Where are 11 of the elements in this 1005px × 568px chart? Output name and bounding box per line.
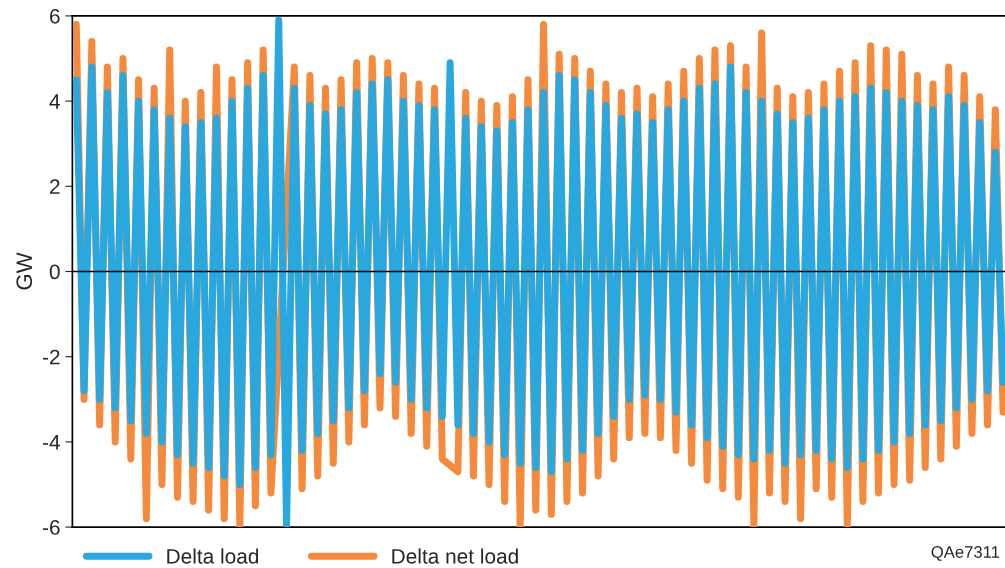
y-tick-label: -4 <box>42 435 60 450</box>
legend-label: Delta net load <box>392 548 518 564</box>
text: QAe7311 <box>931 546 1000 561</box>
y-tick-label: 2 <box>50 179 60 194</box>
y-tick-label: -6 <box>42 520 60 535</box>
y-tick-label: 4 <box>49 94 60 109</box>
y-axis-title: GW <box>16 252 33 290</box>
y-tick-label: -2 <box>42 349 60 365</box>
y-tick-label: 0 <box>49 264 60 280</box>
legend-label: Delta load <box>167 548 259 564</box>
y-tick-label: 6 <box>50 8 60 24</box>
